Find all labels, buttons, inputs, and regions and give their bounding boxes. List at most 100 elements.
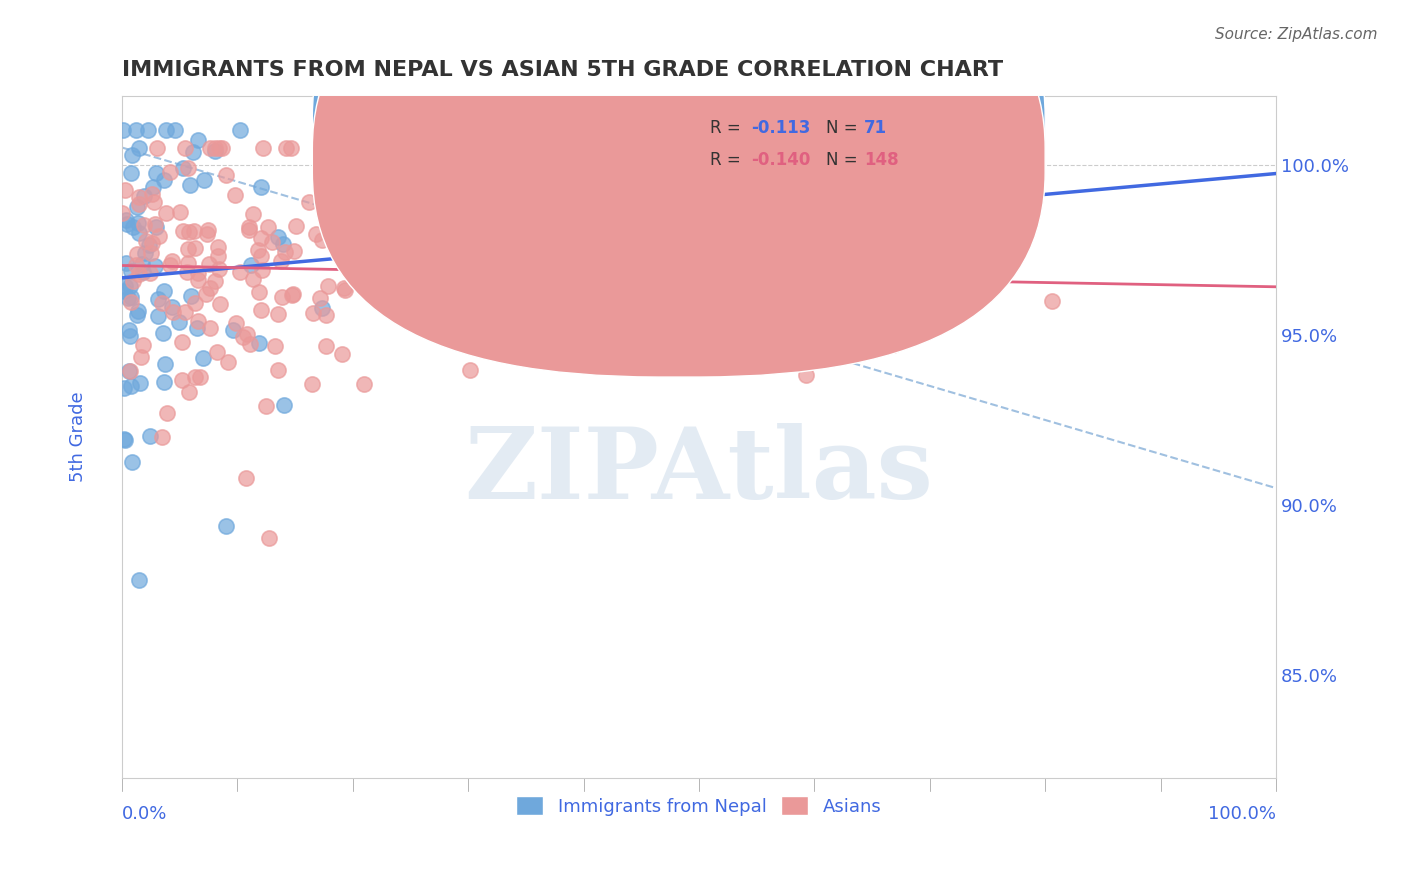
Point — [193, 351, 215, 365]
Point — [125, 258, 148, 272]
Point — [127, 304, 149, 318]
Point — [187, 314, 209, 328]
Point — [823, 235, 845, 249]
Point — [153, 173, 176, 187]
Text: IMMIGRANTS FROM NEPAL VS ASIAN 5TH GRADE CORRELATION CHART: IMMIGRANTS FROM NEPAL VS ASIAN 5TH GRADE… — [122, 60, 1002, 79]
Point — [179, 178, 201, 192]
Point — [276, 140, 298, 154]
Point — [131, 350, 153, 364]
Point — [242, 272, 264, 286]
Point — [132, 338, 155, 352]
Point — [173, 140, 195, 154]
Point — [305, 227, 328, 241]
Point — [318, 192, 340, 206]
Point — [416, 286, 439, 301]
Point — [114, 279, 136, 293]
Point — [247, 243, 270, 257]
Point — [165, 123, 187, 137]
Point — [430, 256, 453, 270]
Point — [333, 281, 356, 295]
Point — [111, 205, 134, 219]
Point — [172, 224, 194, 238]
Point — [208, 140, 231, 154]
Point — [125, 308, 148, 322]
Point — [172, 334, 194, 349]
Point — [143, 259, 166, 273]
Point — [513, 140, 536, 154]
Point — [127, 216, 149, 230]
Point — [336, 140, 359, 154]
Point — [257, 531, 280, 545]
Point — [134, 246, 156, 260]
Point — [170, 373, 193, 387]
Point — [186, 320, 208, 334]
Point — [197, 257, 219, 271]
Point — [118, 279, 141, 293]
Point — [204, 144, 226, 158]
Point — [141, 186, 163, 201]
Point — [115, 217, 138, 231]
Point — [270, 290, 292, 304]
Point — [139, 245, 162, 260]
Point — [1040, 293, 1063, 308]
Point — [177, 161, 200, 175]
Point — [565, 179, 588, 194]
Point — [198, 320, 221, 334]
Point — [188, 369, 211, 384]
Point — [267, 308, 290, 322]
Point — [344, 144, 367, 158]
Point — [155, 123, 177, 137]
Point — [118, 329, 141, 343]
Point — [315, 308, 337, 322]
Point — [139, 428, 162, 442]
Point — [311, 233, 333, 247]
Point — [280, 140, 302, 154]
Point — [177, 256, 200, 270]
Point — [167, 315, 190, 329]
Point — [235, 471, 257, 485]
Point — [273, 398, 295, 412]
Point — [205, 344, 228, 359]
Point — [112, 284, 135, 298]
Point — [280, 288, 302, 302]
Point — [121, 455, 143, 469]
FancyBboxPatch shape — [312, 0, 1045, 345]
Point — [112, 381, 135, 395]
Point — [148, 229, 170, 244]
Point — [439, 140, 461, 154]
Point — [250, 231, 273, 245]
Point — [195, 287, 218, 301]
Point — [214, 168, 236, 182]
Point — [121, 147, 143, 161]
Point — [238, 337, 260, 351]
Point — [844, 301, 866, 316]
Point — [187, 133, 209, 147]
Point — [173, 305, 195, 319]
Point — [152, 326, 174, 341]
Point — [150, 429, 173, 443]
Text: N =: N = — [825, 152, 863, 169]
Point — [330, 347, 353, 361]
Point — [118, 323, 141, 337]
Point — [146, 293, 169, 307]
Point — [198, 140, 221, 154]
Point — [197, 223, 219, 237]
Point — [120, 264, 142, 278]
Point — [271, 237, 294, 252]
Point — [250, 180, 273, 194]
Point — [169, 205, 191, 219]
Point — [301, 376, 323, 391]
Point — [610, 230, 633, 244]
Point — [114, 434, 136, 448]
Point — [225, 316, 247, 330]
Text: -0.113: -0.113 — [751, 120, 810, 137]
Point — [187, 266, 209, 280]
Point — [283, 244, 305, 258]
Point — [249, 303, 271, 318]
Legend: Immigrants from Nepal, Asians: Immigrants from Nepal, Asians — [509, 789, 889, 823]
Point — [183, 241, 205, 255]
Point — [252, 140, 274, 154]
Text: 0.0%: 0.0% — [122, 805, 167, 822]
Point — [143, 217, 166, 231]
Point — [128, 190, 150, 204]
